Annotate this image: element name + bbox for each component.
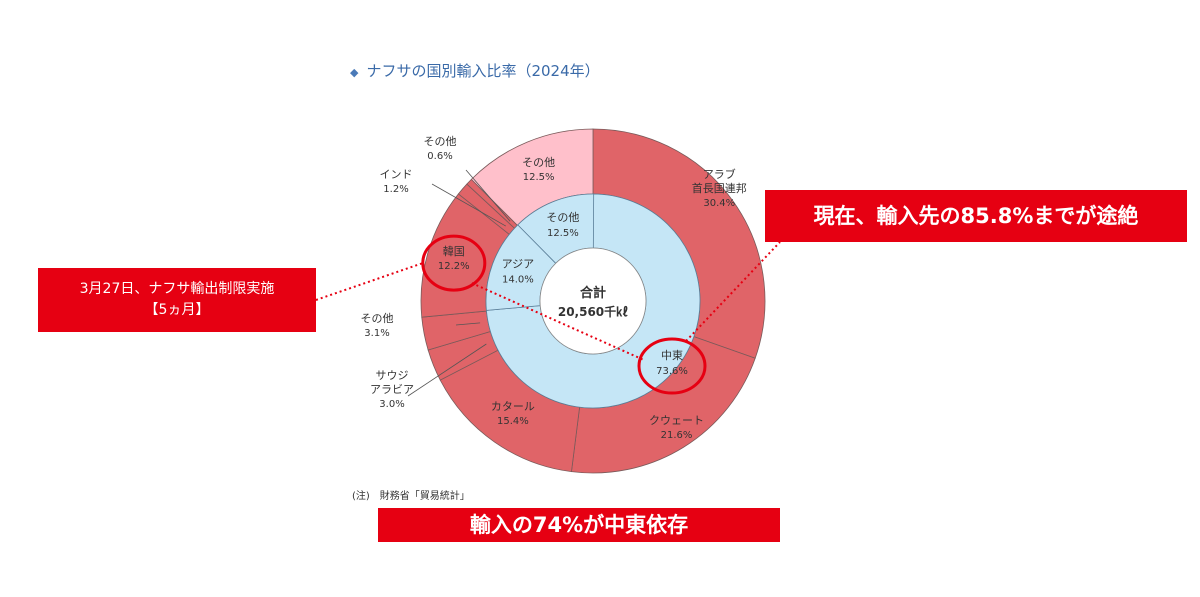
leader-line — [431, 183, 506, 227]
center-label-title: 合計 — [580, 285, 606, 301]
outer-slice-name: カタール — [491, 400, 535, 413]
highlight-korea — [421, 234, 487, 292]
callout-supply-cut: 現在、輸入先の85.8%までが途絶 — [765, 190, 1187, 242]
outer-slice-label: 30.4% — [703, 198, 735, 209]
inner-slice-label: 14.0% — [502, 274, 534, 285]
chart-title: ◆ ナフサの国別輸入比率（2024年） — [350, 60, 600, 81]
outer-slice-name: アラブ — [703, 167, 736, 181]
inner-slice-name: その他 — [546, 211, 579, 224]
source-note: (注) 財務省「貿易統計」 — [352, 491, 470, 502]
chart-title-text: ナフサの国別輸入比率（2024年） — [366, 62, 600, 80]
inner-slice-name: アジア — [502, 257, 535, 270]
inner-slice-name: 中東 — [661, 349, 683, 362]
outer-slice-label: 0.6% — [427, 151, 452, 162]
outer-slice-label: 12.2% — [438, 261, 470, 272]
outer-slice-name: 首長国連邦 — [692, 181, 747, 195]
outer-slice-name: その他 — [522, 156, 555, 169]
leader-line — [455, 322, 481, 326]
outer-slice-name: 韓国 — [443, 245, 465, 258]
inner-slice-label: 12.5% — [547, 228, 579, 239]
outer-slice-name: クウェート — [649, 414, 704, 427]
outer-slice-label: 3.1% — [364, 328, 389, 339]
callout-export-restriction: 3月27日、ナフサ輸出制限実施 【5ヵ月】 — [38, 268, 316, 332]
diamond-icon: ◆ — [350, 66, 359, 79]
outer-slice-name: その他 — [424, 135, 457, 148]
donut-center — [539, 247, 647, 355]
outer-slice-label: 15.4% — [497, 416, 529, 427]
outer-slice-label: 12.5% — [523, 172, 555, 183]
connector-korea-middle-east — [471, 282, 645, 361]
outer-slice-name: サウジ — [376, 369, 409, 382]
outer-slice-name: アラビア — [370, 383, 414, 396]
outer-slice-label: 1.2% — [383, 184, 408, 195]
inner-slice-label: 73.6% — [656, 366, 688, 377]
leader-line — [465, 169, 511, 222]
highlight-middle-east — [637, 337, 707, 395]
outer-slice-name: その他 — [361, 312, 394, 325]
center-label-total: 20,560千㎘ — [558, 304, 628, 319]
outer-slice-label: 21.6% — [661, 430, 693, 441]
outer-slice-name: インド — [380, 168, 413, 181]
callout-middle-east-dependency: 輸入の74%が中東依存 — [378, 508, 780, 542]
outer-slice-label: 3.0% — [379, 399, 404, 410]
leader-line — [407, 343, 487, 397]
callout-left-line1: 3月27日、ナフサ輸出制限実施 — [79, 281, 275, 297]
callout-left-line2: 【5ヵ月】 — [144, 302, 210, 318]
connector-left — [315, 262, 424, 301]
